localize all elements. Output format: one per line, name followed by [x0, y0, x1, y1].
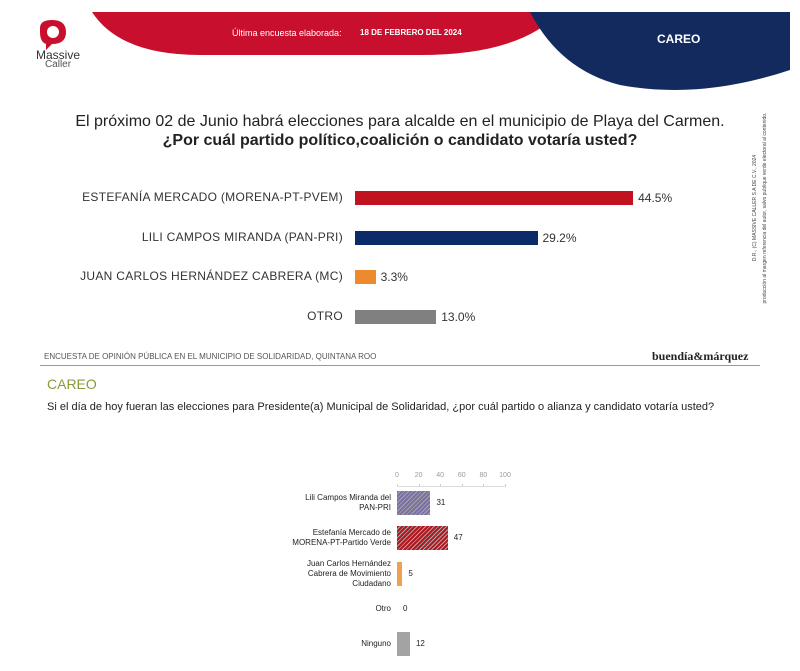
- bar: [397, 491, 431, 515]
- survey-label: Última encuesta elaborada:: [232, 28, 342, 38]
- bar: [355, 231, 538, 245]
- x-tick-label: 80: [479, 472, 488, 479]
- header-graphics: [40, 12, 790, 90]
- brand: buendía&márquez: [652, 349, 749, 363]
- bar: [397, 562, 403, 586]
- value-label: 31: [436, 498, 446, 507]
- value-label: 44.5%: [638, 191, 673, 205]
- value-label: 0: [403, 604, 408, 613]
- category-label: Lili Campos Miranda del PAN-PRI: [305, 493, 391, 512]
- x-axis: [397, 486, 505, 487]
- value-label: 13.0%: [441, 310, 476, 324]
- value-label: 47: [453, 533, 463, 542]
- header-navy: [530, 12, 790, 90]
- value-label: 3.3%: [380, 270, 408, 284]
- value-label: 5: [408, 569, 413, 578]
- category-label: Otro: [375, 604, 391, 613]
- tick-mark: [505, 484, 506, 487]
- logo-bottom: Caller: [44, 59, 72, 70]
- category-label: Estefanía Mercado de MORENA-PT-Partido V…: [292, 528, 391, 547]
- survey-date: 18 DE FEBRERO DEL 2024: [360, 28, 462, 37]
- category-label: ESTEFANÍA MERCADO (MORENA-PT-PVEM): [82, 190, 343, 204]
- chart-title: El próximo 02 de Junio habrá elecciones …: [75, 113, 725, 130]
- logo-dot: [47, 26, 59, 38]
- value-label: 29.2%: [542, 231, 577, 245]
- source: ENCUESTA DE OPINIÓN PÚBLICA EN EL MUNICI…: [44, 352, 377, 361]
- x-tick-label: 20: [414, 472, 423, 479]
- section-title: CAREO: [657, 32, 701, 46]
- bar: [355, 191, 634, 205]
- logo-top: Massive: [35, 48, 80, 62]
- x-tick-label: 0: [395, 472, 399, 479]
- x-tick-label: 60: [457, 472, 466, 479]
- bar: [355, 270, 376, 284]
- category-label: OTRO: [307, 309, 343, 323]
- header-banner: [92, 12, 560, 55]
- bar: [355, 310, 437, 324]
- section-title: CAREO: [47, 376, 97, 392]
- category-label: LILI CAMPOS MIRANDA (PAN-PRI): [141, 230, 343, 244]
- category-label: Ninguno: [361, 639, 391, 648]
- tick-mark: [397, 484, 398, 487]
- tick-mark: [440, 484, 442, 487]
- tick-mark: [418, 484, 420, 487]
- value-label: 12: [415, 639, 425, 648]
- rule: [40, 365, 760, 366]
- x-tick-label: 40: [436, 472, 445, 479]
- tick-mark: [483, 484, 485, 487]
- category-label: JUAN CARLOS HERNÁNDEZ CABRERA (MC): [80, 269, 343, 283]
- bar: [397, 632, 410, 656]
- bar: [397, 526, 448, 550]
- tick-mark: [461, 484, 463, 487]
- x-tick-label: 100: [499, 472, 511, 479]
- chart-subtitle: ¿Por cuál partido político,coalición o c…: [162, 132, 638, 149]
- category-label: Juan Carlos Hernández Cabrera de Movimie…: [306, 559, 391, 588]
- chart-title: Si el día de hoy fueran las elecciones p…: [47, 401, 715, 413]
